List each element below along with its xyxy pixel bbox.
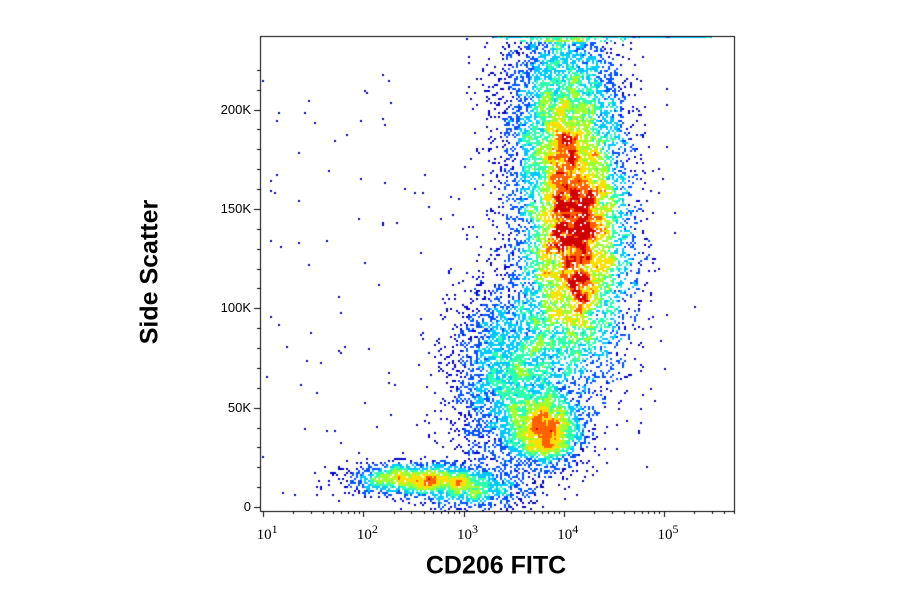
tick-base: 10 [657,527,673,543]
tick-base: 10 [557,527,573,543]
x-tick-label: 101 [257,522,278,544]
tick-base: 10 [256,527,272,543]
y-tick-label: 150K [220,200,251,216]
y-tick-label: 50K [227,399,251,415]
tick-exponent: 5 [672,522,679,536]
x-tick-label: 104 [557,522,578,544]
tick-exponent: 2 [371,522,378,536]
y-tick-label: 200K [220,101,251,117]
tick-base: 10 [356,527,372,543]
tick-exponent: 3 [472,522,479,536]
y-tick-label: 100K [220,300,251,316]
x-tick-label: 102 [357,522,378,544]
tick-base: 10 [457,527,473,543]
y-axis-label: Side Scatter [135,199,164,345]
tick-exponent: 1 [271,522,278,536]
x-axis-label: CD206 FITC [425,551,567,580]
tick-exponent: 4 [572,522,579,536]
x-tick-label: 103 [457,522,478,544]
x-tick-label: 105 [657,522,678,544]
y-tick-label: 0 [243,499,251,515]
